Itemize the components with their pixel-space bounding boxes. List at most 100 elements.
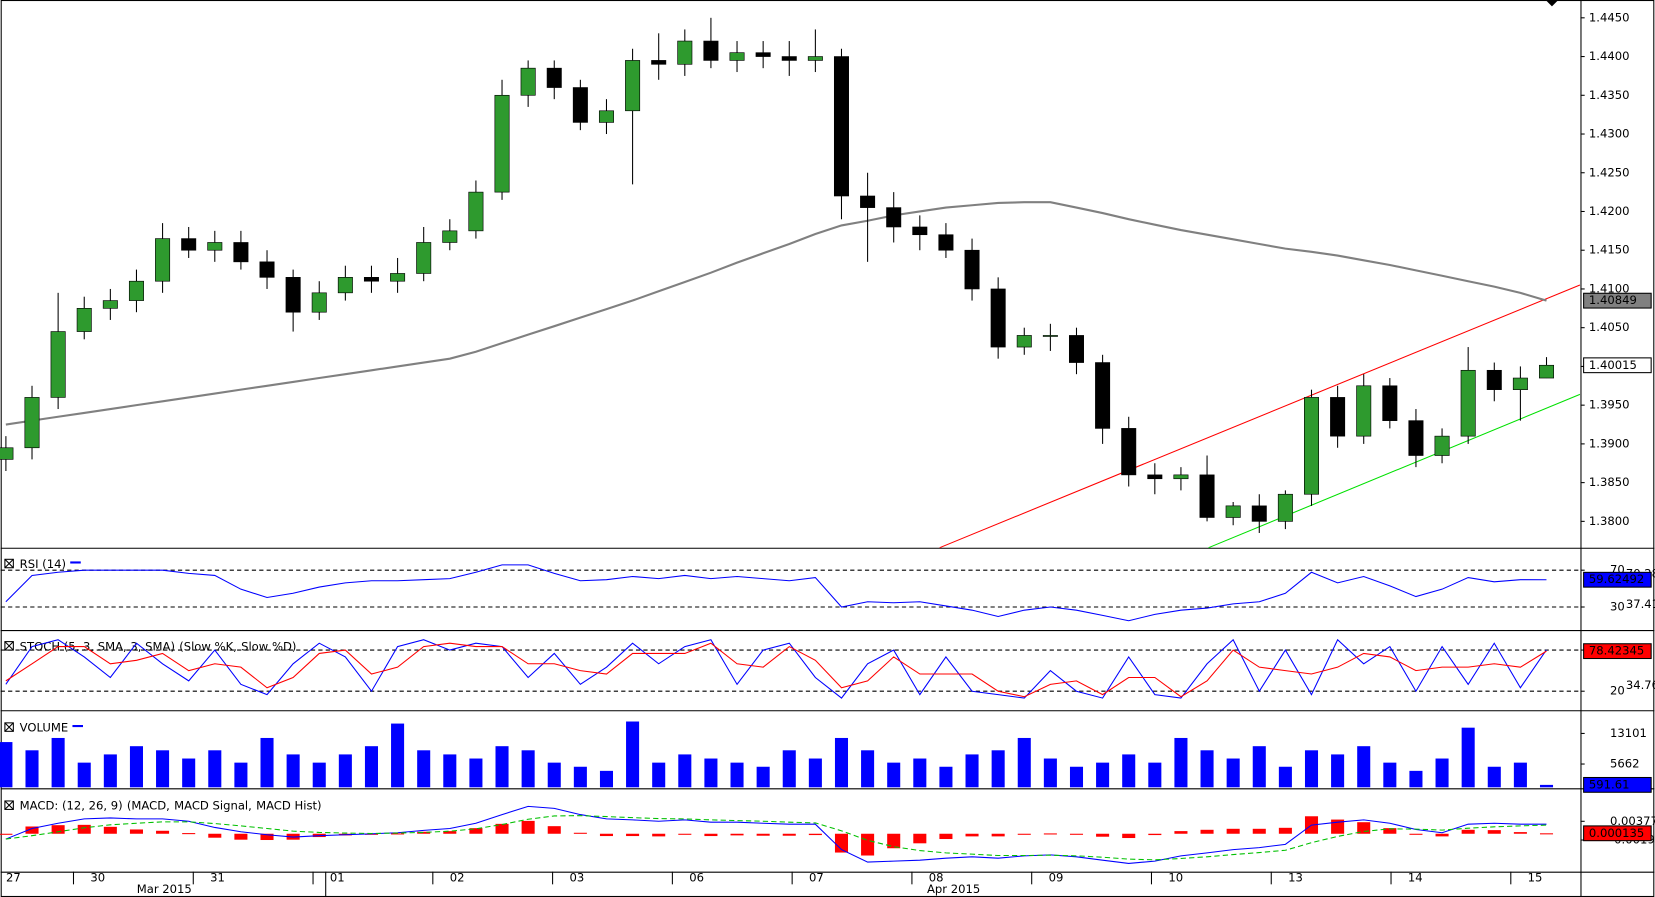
candle-body: [860, 195, 876, 208]
macd-hist-bar: [756, 833, 770, 836]
macd-hist-bar: [965, 833, 979, 837]
candle-body: [311, 292, 327, 313]
candle-body: [102, 300, 118, 309]
volume-bar: [338, 754, 352, 788]
candle-body: [1173, 474, 1189, 480]
month-label: Mar 2015: [137, 882, 192, 896]
volume-bar: [443, 754, 457, 788]
macd-value-label-box: [1583, 825, 1652, 842]
candle-body: [677, 40, 693, 65]
volume-bar: [913, 758, 927, 788]
volume-bar: [1487, 766, 1501, 788]
macd-hist-bar: [77, 824, 91, 834]
candle-body: [1199, 474, 1215, 518]
candle-body: [0, 447, 14, 460]
volume-bar: [887, 762, 901, 788]
volume-bar: [103, 754, 117, 788]
candle-body: [390, 273, 406, 282]
macd-hist-bar: [1487, 830, 1501, 834]
volume-bar: [1409, 770, 1423, 788]
macd-hist-bar: [1017, 833, 1031, 835]
macd-hist-bar: [0, 833, 13, 835]
x-tick-label: 14: [1408, 871, 1423, 885]
x-tick-label: 03: [569, 871, 584, 885]
volume-bar: [991, 750, 1005, 788]
month-label: Apr 2015: [927, 882, 980, 896]
volume-bar: [782, 750, 796, 788]
candle-body: [1460, 369, 1476, 437]
macd-hist-bar: [913, 833, 927, 844]
macd-hist-bar: [991, 833, 1005, 837]
y-tick-label: 1.4250: [1589, 165, 1630, 179]
x-tick-label: 31: [210, 871, 225, 885]
macd-hist-bar: [1096, 833, 1110, 837]
candle-body: [729, 52, 745, 61]
panel-icon: [4, 641, 14, 651]
candle-body: [1486, 369, 1502, 390]
macd-hist-bar: [1174, 831, 1188, 834]
volume-bar: [260, 737, 274, 788]
y-tick-label: 1.4300: [1589, 127, 1630, 141]
macd-hist-bar: [1122, 833, 1136, 839]
macd-hist-bar: [834, 833, 849, 853]
y-tick-label: 1.4400: [1589, 49, 1630, 63]
panel-icon: [4, 722, 14, 732]
volume-bar: [652, 762, 666, 788]
volume-bar: [521, 750, 535, 788]
volume-bar: [312, 762, 326, 788]
volume-value-label: 591.61: [1589, 777, 1630, 791]
candle-body: [1147, 474, 1163, 480]
volume-bar: [1357, 746, 1371, 788]
legend-entry: MACD Signal,: [174, 799, 252, 813]
macd-hist-bar: [156, 830, 170, 834]
y-tick-label: 1.3850: [1589, 475, 1630, 489]
volume-bar: [1304, 750, 1319, 788]
volume-bar: [208, 750, 222, 788]
candle-body: [285, 277, 301, 313]
volume-bar: [1252, 746, 1266, 788]
y-tick-label: 1.4200: [1589, 204, 1630, 218]
macd-hist-bar: [939, 833, 953, 840]
candle-body: [207, 242, 223, 251]
candle-body: [1434, 435, 1450, 456]
x-tick-label: 08: [929, 871, 944, 885]
volume-bar: [129, 746, 143, 788]
candle-body: [1225, 505, 1241, 518]
y-tick-label: 20: [1610, 684, 1625, 698]
macd-hist-bar: [599, 833, 614, 837]
macd-hist-bar: [1539, 833, 1554, 835]
panel-title: MACD: (12, 26, 9): [20, 799, 123, 813]
volume-bar: [599, 770, 614, 788]
candle-body: [546, 67, 562, 88]
candle-body: [50, 331, 66, 398]
y-tick-label: 1.4050: [1589, 320, 1630, 334]
trendline: [1208, 393, 1581, 549]
macd-hist-bar: [730, 833, 744, 836]
volume-bar: [156, 750, 170, 788]
x-tick-label: 09: [1049, 871, 1064, 885]
volume-bar: [1278, 766, 1292, 788]
volume-bar: [756, 766, 770, 788]
candle-body: [76, 308, 92, 332]
panel-icon: [4, 800, 14, 810]
trendline: [939, 284, 1581, 549]
volume-bar: [1122, 754, 1136, 788]
macd-hist-bar: [547, 826, 561, 834]
volume-bar: [1096, 762, 1110, 788]
y-tick-label: 0.003776: [1610, 814, 1655, 828]
panel-title: STOCH (5, 3, SMA, 3, SMA): [20, 639, 175, 653]
volume-bar: [1174, 737, 1188, 788]
candle-body: [703, 40, 719, 61]
volume-bar: [77, 762, 91, 788]
indicator-value-label-box: [1583, 571, 1652, 588]
volume-bar: [939, 766, 953, 788]
volume-bar: [704, 758, 718, 788]
volume-bar: [730, 762, 744, 788]
macd-hist-bar: [1200, 829, 1214, 834]
scale-label: 37.41: [1626, 597, 1655, 611]
candle-body: [990, 288, 1006, 348]
indicator-line: [5, 564, 1547, 622]
y-tick-label: 1.4100: [1589, 281, 1630, 295]
candle-body: [1304, 397, 1319, 495]
price-value-label-box: [1583, 357, 1652, 374]
